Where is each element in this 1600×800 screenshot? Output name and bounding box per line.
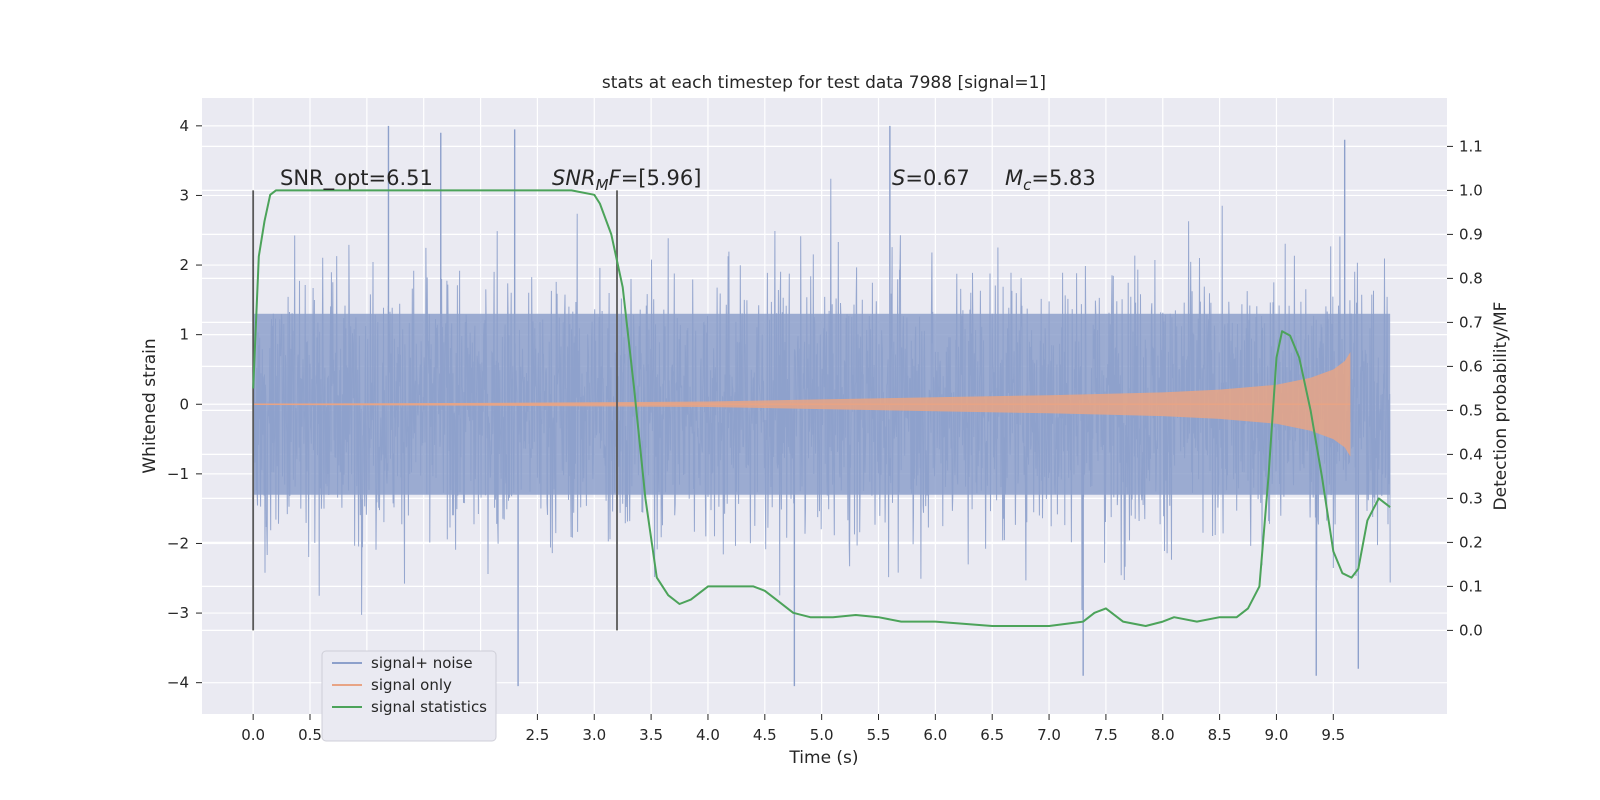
x-tick-label: 3.0 (582, 726, 606, 744)
legend-label-statistic: signal statistics (371, 698, 487, 716)
x-tick-label: 5.5 (867, 726, 891, 744)
annotation-snr-mf-sub: M (596, 176, 609, 194)
annotation-snr-mf-value: =[5.96] (621, 166, 702, 190)
left-y-tick-label: 3 (179, 186, 189, 204)
x-tick-label: 2.5 (525, 726, 549, 744)
left-y-tick-label: −3 (167, 604, 189, 622)
annotation-snr-mf: SNRMF=[5.96] (552, 166, 701, 194)
x-tick-label: 8.5 (1208, 726, 1232, 744)
annotation-snr-mf-tail: F (609, 166, 622, 190)
legend-box (321, 650, 497, 742)
left-y-tick-label: 2 (179, 256, 189, 274)
annotation-snr-mf-main: SNR (552, 166, 596, 190)
x-tick-label: 7.5 (1094, 726, 1118, 744)
right-y-tick-label: 0.0 (1459, 621, 1483, 639)
x-tick-label: 0.0 (241, 726, 265, 744)
chart-title: stats at each timestep for test data 798… (602, 73, 1046, 93)
right-y-tick-label: 0.9 (1459, 225, 1483, 243)
right-y-tick-label: 1.1 (1459, 137, 1483, 155)
annotation-snr-opt: SNR_opt=6.51 (280, 166, 433, 191)
signal-series (253, 352, 1351, 457)
left-y-ticks: 4 3 2 1 0 −1 −2 −3 −4 (167, 117, 202, 692)
annotation-mc-label: M (1005, 166, 1023, 190)
x-tick-label: 3.5 (639, 726, 663, 744)
x-tick-label: 6.0 (923, 726, 947, 744)
right-y-ticks: 1.1 1.0 0.9 0.8 0.7 0.6 0.5 0.4 0.3 0.2 0.1 0.0 (1447, 137, 1483, 639)
x-tick-label: 4.5 (753, 726, 777, 744)
right-y-tick-label: 0.4 (1459, 445, 1483, 463)
left-y-tick-label: 0 (179, 395, 189, 413)
x-tick-label: 9.5 (1321, 726, 1345, 744)
legend: signal+ noise signal only signal statist… (321, 650, 497, 742)
left-y-tick-label: 4 (179, 117, 189, 135)
x-tick-label: 9.0 (1265, 726, 1289, 744)
annotation-s: S=0.67 (892, 166, 970, 190)
x-tick-label: 4.0 (696, 726, 720, 744)
x-tick-label: 7.0 (1037, 726, 1061, 744)
statistic-line (252, 189, 1391, 627)
left-y-axis-title: Whitened strain (140, 338, 160, 473)
right-y-tick-label: 0.8 (1459, 269, 1483, 287)
annotation-mc-sub: c (1023, 176, 1032, 194)
x-tick-label: 5.0 (810, 726, 834, 744)
left-y-tick-label: −4 (167, 674, 189, 692)
left-y-tick-label: −1 (167, 465, 189, 483)
right-y-tick-label: 0.6 (1459, 357, 1483, 375)
statistic-series (252, 189, 1391, 627)
right-y-tick-label: 1.0 (1459, 181, 1483, 199)
annotation-mc-value: =5.83 (1031, 166, 1095, 190)
right-y-tick-label: 0.1 (1459, 577, 1483, 595)
x-tick-label: 6.5 (980, 726, 1004, 744)
annotation-s-label: S (892, 166, 905, 190)
annotation-s-value: =0.67 (905, 166, 969, 190)
left-y-tick-label: −2 (167, 534, 189, 552)
legend-label-noise: signal+ noise (371, 654, 473, 672)
annotation-mc: Mc=5.83 (1005, 166, 1096, 194)
right-y-axis-title: Detection probability/MF (1491, 302, 1511, 511)
right-y-tick-label: 0.3 (1459, 489, 1483, 507)
x-tick-label: 8.0 (1151, 726, 1175, 744)
x-axis-title: Time (s) (788, 748, 858, 768)
x-tick-label: 0.5 (298, 726, 322, 744)
left-y-tick-label: 1 (179, 326, 189, 344)
right-y-tick-label: 0.2 (1459, 533, 1483, 551)
legend-label-signal: signal only (371, 676, 452, 694)
right-y-tick-label: 0.7 (1459, 313, 1483, 331)
right-y-tick-label: 0.5 (1459, 401, 1483, 419)
